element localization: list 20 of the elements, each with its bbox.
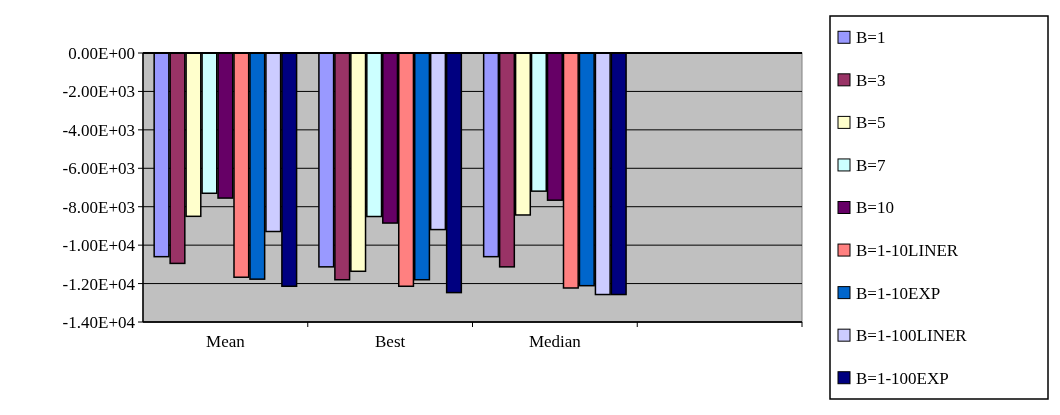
legend-label: B=1-100EXP bbox=[856, 368, 949, 388]
y-tick-label: -6.00E+03 bbox=[62, 159, 135, 179]
x-tick-label: Median bbox=[528, 332, 582, 351]
x-tick-label: Mean bbox=[206, 332, 246, 351]
legend-label: B=10 bbox=[856, 198, 894, 218]
y-tick-label: -1.00E+04 bbox=[62, 236, 136, 256]
legend-label: B=1 bbox=[856, 28, 886, 48]
y-tick-label: -1.40E+04 bbox=[62, 312, 136, 332]
legend-label: B=1-100LINER bbox=[856, 326, 968, 346]
x-tick-label: Best bbox=[375, 332, 406, 351]
y-tick-label: -1.20E+04 bbox=[62, 274, 136, 294]
legend-label: B=1-10LINER bbox=[856, 241, 959, 261]
y-tick-label: -8.00E+03 bbox=[62, 197, 135, 217]
y-tick-label: -4.00E+03 bbox=[62, 120, 135, 140]
y-tick-label: -2.00E+03 bbox=[62, 82, 135, 102]
legend-label: B=5 bbox=[856, 113, 886, 133]
legend-label: B=3 bbox=[856, 70, 886, 90]
y-tick-label: 0.00E+00 bbox=[68, 43, 135, 63]
legend-label: B=7 bbox=[856, 155, 886, 175]
legend-label: B=1-10EXP bbox=[856, 283, 941, 303]
